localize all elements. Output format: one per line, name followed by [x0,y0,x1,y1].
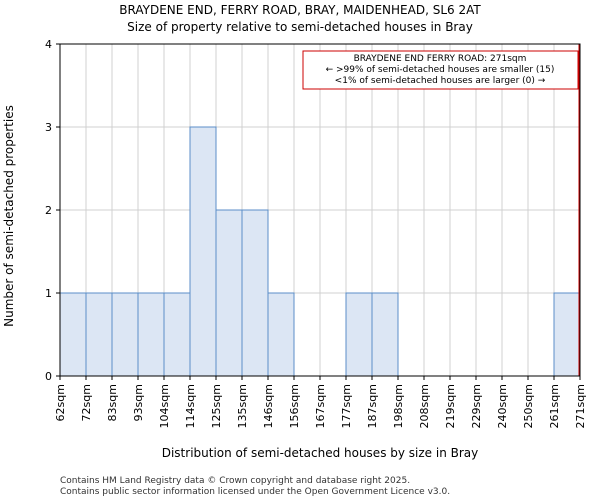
bar [371,292,399,377]
bar [85,292,113,377]
bars-group [59,126,581,377]
x-tick-label: 167sqm [314,384,327,428]
y-tick-label: 4 [45,38,52,51]
bar [553,292,581,377]
annotation-line-3: <1% of semi-detached houses are larger (… [335,76,546,86]
x-axis-label: Distribution of semi-detached houses by … [162,446,479,460]
bar [189,126,217,377]
bar [163,292,191,377]
x-tick-label: 72sqm [80,384,93,421]
y-axis-ticks: 0 1 2 3 4 [45,38,60,383]
bar [241,209,269,377]
x-tick-label: 62sqm [54,384,67,421]
chart-subtitle: Size of property relative to semi-detach… [127,20,473,34]
x-tick-label: 114sqm [184,384,197,428]
y-axis-label: Number of semi-detached properties [2,105,16,327]
x-tick-label: 187sqm [366,384,379,428]
x-tick-label: 104sqm [158,384,171,428]
y-tick-label: 2 [45,204,52,217]
x-tick-label: 271sqm [574,384,587,428]
bar [137,292,165,377]
y-tick-label: 1 [45,287,52,300]
x-tick-label: 261sqm [548,384,561,428]
bar [267,292,295,377]
chart-title: BRAYDENE END, FERRY ROAD, BRAY, MAIDENHE… [119,3,481,17]
x-tick-label: 198sqm [392,384,405,428]
x-tick-label: 125sqm [210,384,223,428]
x-tick-label: 93sqm [132,384,145,421]
annotation-box-border [302,50,579,90]
x-tick-label: 83sqm [106,384,119,421]
x-tick-label: 250sqm [522,384,535,428]
bar [215,209,243,377]
x-tick-label: 177sqm [340,384,353,428]
y-tick-label: 0 [45,370,52,383]
x-tick-label: 219sqm [444,384,457,428]
x-tick-label: 240sqm [496,384,509,428]
footer-licence: Contains public sector information licen… [60,487,450,497]
x-tick-label: 229sqm [470,384,483,428]
annotation-box: BRAYDENE END FERRY ROAD: 271sqm ← >99% o… [302,50,579,90]
x-tick-label: 146sqm [262,384,275,428]
x-tick-label: 135sqm [236,384,249,428]
footer-copyright: Contains HM Land Registry data © Crown c… [60,476,410,486]
x-tick-label: 208sqm [418,384,431,428]
annotation-line-2: ← >99% of semi-detached houses are small… [326,65,555,75]
bar [345,292,373,377]
bar [59,292,87,377]
y-tick-label: 3 [45,121,52,134]
annotation-line-1: BRAYDENE END FERRY ROAD: 271sqm [354,54,527,64]
bar [111,292,139,377]
x-axis-ticks: 62sqm 72sqm 83sqm 93sqm 104sqm 114sqm 125sqm 13… [54,376,587,428]
x-tick-label: 156sqm [288,384,301,428]
